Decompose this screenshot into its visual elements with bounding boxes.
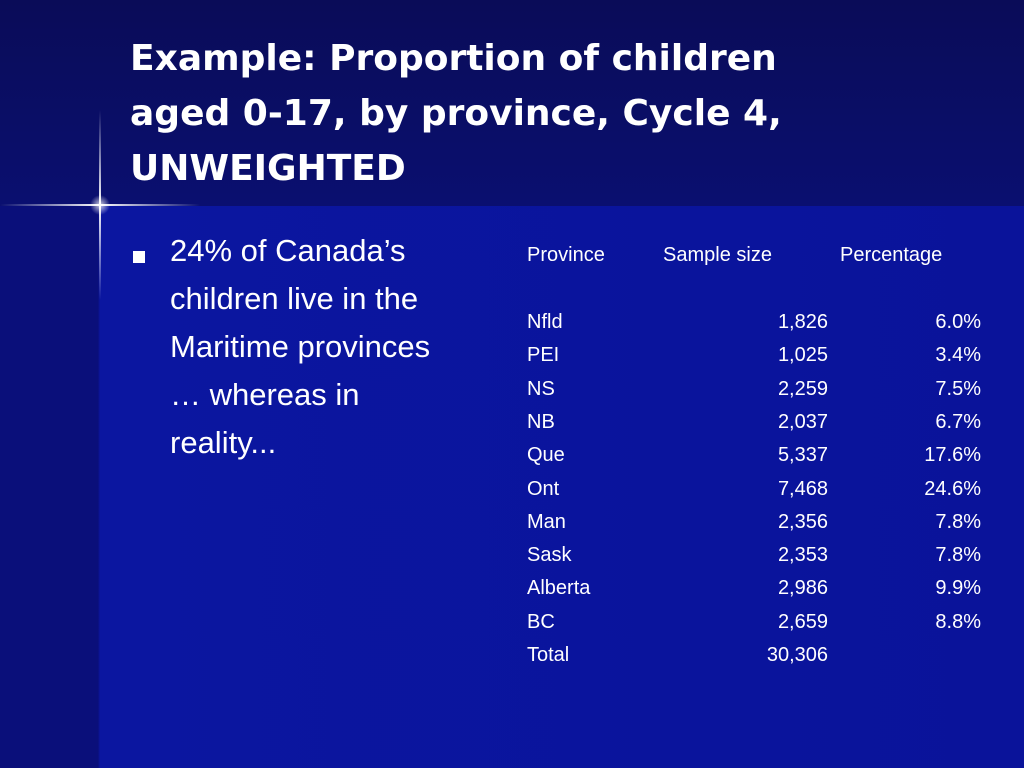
table-header: Province bbox=[527, 244, 605, 266]
bullet-text: 24% of Canada’s bbox=[170, 233, 406, 268]
province: Man bbox=[527, 510, 566, 533]
sample-size: 2,037 bbox=[777, 410, 828, 433]
sample-size: 2,356 bbox=[777, 510, 828, 533]
title-band bbox=[0, 0, 1024, 206]
province: BC bbox=[527, 610, 555, 633]
province: Total bbox=[527, 644, 570, 666]
title-line: aged 0-17, by province, Cycle 4, bbox=[130, 93, 782, 134]
province: NB bbox=[527, 410, 555, 433]
province: NS bbox=[527, 377, 555, 400]
table-header: Sample size bbox=[663, 244, 772, 266]
sparkle-glow bbox=[90, 195, 110, 215]
bullet-text: reality... bbox=[170, 425, 277, 460]
bullet-text: Maritime provinces bbox=[170, 329, 431, 364]
sample-size: 1,826 bbox=[777, 311, 828, 333]
sample-size: 2,259 bbox=[777, 377, 828, 400]
title-line: UNWEIGHTED bbox=[130, 148, 406, 189]
sample-size: 2,353 bbox=[777, 544, 828, 567]
percentage: 7.5% bbox=[935, 377, 981, 400]
sample-size: 7,468 bbox=[777, 477, 828, 500]
percentage: 8.8% bbox=[935, 610, 981, 633]
sample-size: 1,025 bbox=[777, 344, 828, 367]
bullet-marker bbox=[133, 251, 145, 263]
percentage: 17.6% bbox=[924, 444, 981, 467]
sample-size: 2,986 bbox=[777, 577, 828, 600]
sample-size: 2,659 bbox=[777, 610, 828, 633]
province: PEI bbox=[527, 344, 560, 367]
province: Nfld bbox=[527, 311, 563, 333]
province: Ont bbox=[527, 477, 560, 500]
province: Que bbox=[527, 444, 565, 467]
bullet-text: children live in the bbox=[170, 281, 419, 316]
percentage: 3.4% bbox=[935, 344, 981, 367]
sample-size: 30,306 bbox=[766, 644, 828, 666]
sample-size: 5,337 bbox=[777, 444, 828, 467]
percentage: 9.9% bbox=[935, 577, 981, 600]
percentage: 6.0% bbox=[935, 311, 981, 333]
percentage: 7.8% bbox=[935, 544, 981, 567]
province: Alberta bbox=[527, 577, 591, 600]
percentage: 7.8% bbox=[935, 510, 981, 533]
table-header: Percentage bbox=[840, 244, 943, 266]
bullet-text: … whereas in bbox=[170, 377, 360, 412]
title-line: Example: Proportion of children bbox=[130, 38, 777, 79]
province: Sask bbox=[527, 544, 572, 567]
percentage: 24.6% bbox=[924, 477, 981, 500]
percentage: 6.7% bbox=[935, 410, 981, 433]
